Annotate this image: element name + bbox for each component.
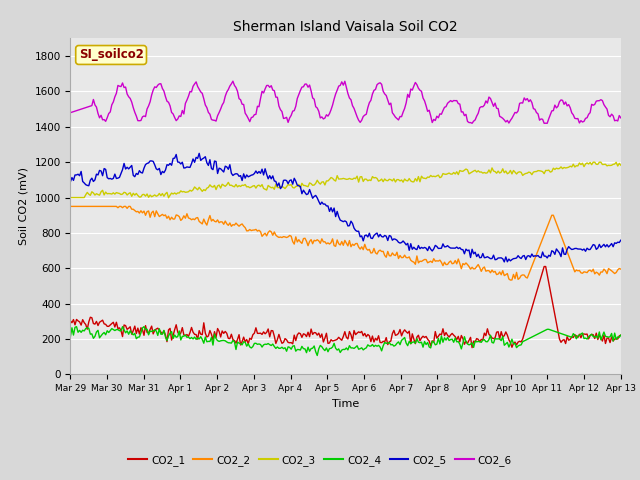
CO2_4 [67, 334, 74, 339]
X-axis label: Time: Time [332, 399, 359, 408]
CO2_3 [589, 159, 597, 165]
Line: CO2_5: CO2_5 [70, 153, 621, 262]
CO2_1 [468, 345, 476, 350]
CO2_3 [588, 162, 595, 168]
CO2_5 [232, 171, 240, 177]
Line: CO2_3: CO2_3 [70, 162, 621, 198]
CO2_1 [230, 338, 238, 344]
CO2_5 [617, 238, 625, 243]
CO2_2 [507, 277, 515, 283]
CO2_4 [314, 353, 321, 359]
CO2_6 [468, 120, 476, 126]
CO2_5 [134, 172, 141, 178]
Legend: CO2_1, CO2_2, CO2_3, CO2_4, CO2_5, CO2_6: CO2_1, CO2_2, CO2_3, CO2_4, CO2_5, CO2_6 [124, 451, 516, 470]
CO2_1 [540, 264, 548, 269]
CO2_3 [260, 186, 268, 192]
CO2_1 [589, 332, 597, 337]
CO2_2 [307, 237, 315, 242]
CO2_3 [164, 195, 172, 201]
CO2_5 [195, 150, 203, 156]
Text: SI_soilco2: SI_soilco2 [79, 48, 143, 61]
CO2_1 [67, 318, 74, 324]
CO2_1 [249, 332, 257, 337]
CO2_2 [249, 227, 257, 233]
Y-axis label: Soil CO2 (mV): Soil CO2 (mV) [19, 168, 29, 245]
CO2_2 [134, 208, 141, 214]
CO2_6 [134, 118, 141, 123]
CO2_4 [232, 347, 240, 352]
CO2_3 [232, 181, 240, 187]
CO2_3 [134, 192, 141, 198]
CO2_4 [118, 324, 126, 330]
CO2_1 [258, 332, 266, 337]
CO2_6 [260, 90, 268, 96]
CO2_6 [617, 115, 625, 121]
CO2_2 [258, 233, 266, 239]
Line: CO2_6: CO2_6 [70, 81, 621, 123]
CO2_6 [67, 110, 74, 116]
Title: Sherman Island Vaisala Soil CO2: Sherman Island Vaisala Soil CO2 [234, 21, 458, 35]
CO2_1 [307, 326, 315, 332]
CO2_4 [617, 332, 625, 338]
CO2_6 [308, 95, 316, 101]
CO2_5 [589, 242, 597, 248]
CO2_4 [308, 345, 316, 351]
CO2_3 [617, 162, 625, 168]
CO2_2 [67, 204, 74, 209]
CO2_4 [589, 334, 597, 339]
CO2_3 [250, 183, 258, 189]
CO2_2 [617, 266, 625, 272]
Line: CO2_1: CO2_1 [70, 266, 621, 348]
CO2_6 [229, 78, 237, 84]
CO2_3 [308, 182, 316, 188]
Line: CO2_2: CO2_2 [70, 206, 621, 280]
CO2_5 [67, 179, 74, 185]
CO2_3 [67, 195, 74, 201]
Line: CO2_4: CO2_4 [70, 327, 621, 356]
CO2_5 [260, 172, 268, 178]
CO2_6 [589, 102, 597, 108]
CO2_2 [230, 222, 238, 228]
CO2_4 [260, 342, 268, 348]
CO2_5 [250, 171, 258, 177]
CO2_5 [308, 195, 316, 201]
CO2_2 [588, 269, 595, 275]
CO2_5 [500, 259, 508, 265]
CO2_6 [232, 84, 240, 90]
CO2_4 [250, 340, 258, 346]
CO2_4 [136, 334, 143, 340]
CO2_1 [134, 325, 141, 331]
CO2_6 [250, 112, 258, 118]
CO2_1 [617, 332, 625, 338]
